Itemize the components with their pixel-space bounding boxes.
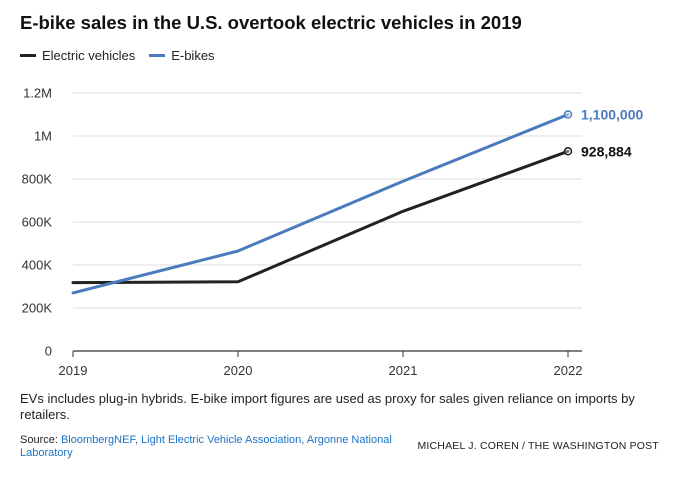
series-end-label-ev: 928,884 [581,143,632,159]
credit-line: MICHAEL J. COREN / THE WASHINGTON POST [417,440,659,452]
series-endpoint-ebike [563,110,573,119]
series-line-ev [71,149,570,285]
y-tick-label: 0 [45,344,52,359]
y-tick-label: 1.2M [23,86,52,101]
legend: Electric vehicles E-bikes [20,48,229,63]
y-tick-label: 800K [22,172,53,187]
x-tick-label: 2021 [389,363,418,378]
legend-label-ebike: E-bikes [171,48,215,63]
legend-swatch-ev [20,54,36,57]
x-tick-label: 2020 [224,363,253,378]
source-line: Source: BloombergNEF, Light Electric Veh… [20,434,420,460]
y-tick-label: 200K [22,301,53,316]
series-end-label-ebike: 1,100,000 [581,107,643,123]
y-tick-label: 1M [34,129,52,144]
source-links[interactable]: BloombergNEF, Light Electric Vehicle Ass… [20,434,392,459]
y-tick-label: 400K [22,258,53,273]
series-line-ebike [71,113,570,295]
chart-title: E-bike sales in the U.S. overtook electr… [20,12,522,33]
series-endpoint-ev [563,147,573,156]
legend-item-ev: Electric vehicles [20,48,135,63]
chart-note: EVs includes plug-in hybrids. E-bike imp… [20,391,635,422]
legend-label-ev: Electric vehicles [42,48,136,63]
x-tick-label: 2019 [59,363,88,378]
legend-swatch-ebike [149,54,166,57]
legend-item-ebike: E-bikes [149,48,215,63]
line-chart: 0 200K 400K 600K 800K 1M 1.2M 2019 2020 2021 2022 9… [22,86,644,379]
source-prefix: Source: [20,434,61,446]
y-tick-label: 600K [22,215,53,230]
x-tick-label: 2022 [554,363,583,378]
